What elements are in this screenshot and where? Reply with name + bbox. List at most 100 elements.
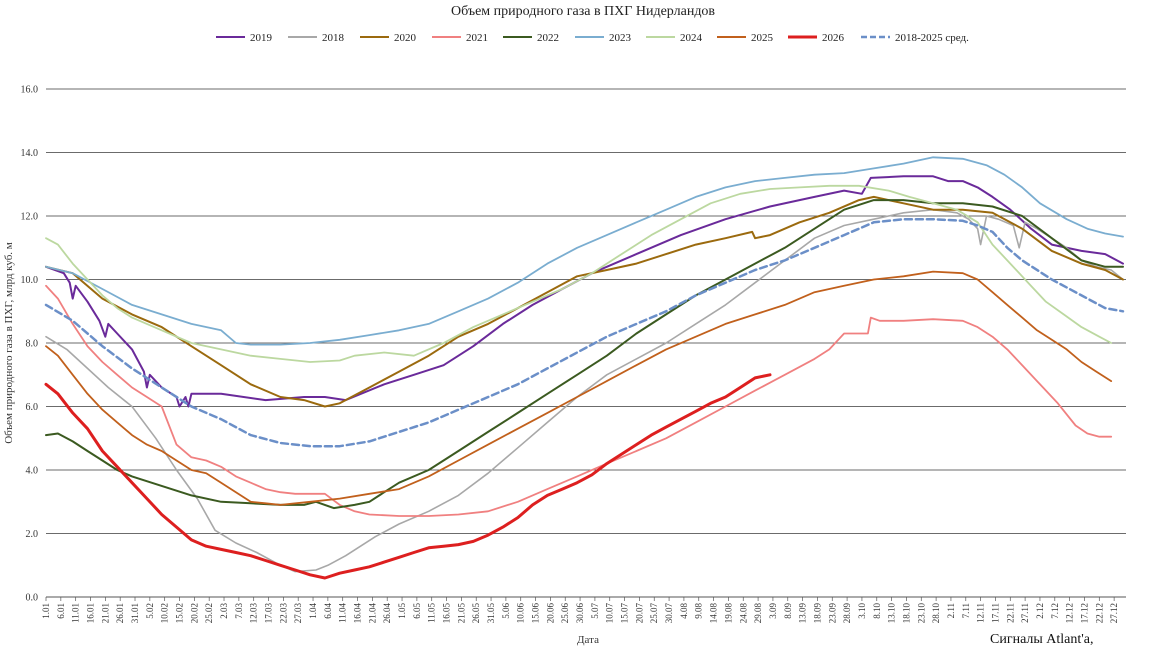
- series-lines: [44, 156, 1125, 580]
- x-tick-label: 25.06: [560, 603, 570, 624]
- credit-text: Сигналы Atlant'а,: [990, 632, 1094, 647]
- x-tick-label: 2.11: [946, 603, 956, 618]
- y-tick-label: 6.0: [26, 402, 39, 413]
- series-line-2020: [45, 195, 1124, 408]
- x-tick-label: 21.04: [367, 603, 377, 624]
- x-tick-label: 8.09: [783, 603, 793, 619]
- x-tick-label: 26.04: [382, 603, 392, 624]
- legend-label: 2019: [250, 32, 273, 44]
- x-tick-label: 25.02: [204, 603, 214, 623]
- x-tick-label: 14.08: [709, 603, 719, 624]
- x-tick-label: 12.12: [1065, 603, 1075, 623]
- y-axis-ticks: 0.0 2.0 4.0 6.0 8.0 10.0 12.0 14.0 16.0: [21, 85, 39, 604]
- x-tick-label: 12.11: [976, 603, 986, 623]
- x-tick-label: 11.05: [427, 603, 437, 623]
- legend-label: 2018-2025 сред.: [895, 32, 969, 44]
- y-tick-label: 14.0: [21, 148, 39, 159]
- legend-label: 2025: [751, 32, 774, 44]
- legend-label: 2024: [680, 32, 703, 44]
- x-tick-label: 23.10: [916, 603, 926, 624]
- chart-title: Объем природного газа в ПХГ Нидерландов: [451, 4, 715, 19]
- x-tick-label: 11.01: [71, 603, 81, 623]
- y-tick-label: 8.0: [26, 339, 39, 350]
- x-tick-label: 30.06: [575, 603, 585, 624]
- x-tick-label: 20.06: [545, 603, 555, 624]
- series-line-2025: [45, 270, 1113, 506]
- y-tick-label: 4.0: [26, 466, 39, 477]
- x-tick-label: 15.06: [531, 603, 541, 624]
- x-tick-label: 7.11: [961, 603, 971, 618]
- x-tick-label: 10.07: [605, 603, 615, 624]
- y-axis-label: Объем природного газа в ПХГ, млрд куб. м: [3, 242, 15, 444]
- x-tick-label: 21.05: [456, 603, 466, 624]
- x-tick-label: 4.08: [679, 603, 689, 619]
- series-line-2019: [45, 175, 1124, 408]
- x-tick-label: 16.01: [86, 603, 96, 623]
- x-tick-label: 7.12: [1050, 603, 1060, 619]
- x-tick-label: 19.08: [723, 603, 733, 624]
- x-tick-label: 12.03: [249, 603, 259, 624]
- x-tick-label: 10.02: [160, 603, 170, 623]
- x-tick-label: 27.03: [293, 603, 303, 624]
- x-tick-label: 31.01: [130, 603, 140, 623]
- gridlines: [46, 88, 1126, 598]
- x-tick-label: 25.07: [649, 603, 659, 624]
- x-tick-label: 8.10: [872, 603, 882, 619]
- x-tick-label: 26.05: [471, 603, 481, 624]
- x-tick-label: 5.02: [145, 603, 155, 619]
- x-tick-label: 1.04: [308, 603, 318, 619]
- x-tick-label: 18.10: [901, 603, 911, 624]
- legend-label: 2023: [609, 32, 632, 44]
- x-tick-label: 17.11: [990, 603, 1000, 623]
- x-tick-label: 20.02: [189, 603, 199, 623]
- x-tick-label: 16.05: [442, 603, 452, 624]
- x-tick-label: 23.09: [827, 603, 837, 624]
- x-tick-label: 3.10: [857, 603, 867, 619]
- series-line-2024: [45, 184, 1113, 363]
- legend-label: 2020: [394, 32, 417, 44]
- legend-label: 2021: [466, 32, 488, 44]
- x-tick-label: 1.05: [397, 603, 407, 619]
- x-tick-label: 26.01: [115, 603, 125, 623]
- x-tick-label: 24.08: [738, 603, 748, 624]
- x-tick-label: 22.11: [1005, 603, 1015, 623]
- x-tick-label: 7.03: [234, 603, 244, 619]
- x-tick-label: 31.05: [486, 603, 496, 624]
- y-tick-label: 12.0: [21, 212, 39, 223]
- series-line-2018-2025сред: [44, 217, 1125, 448]
- x-tick-label: 18.09: [812, 603, 822, 624]
- x-tick-label: 10.06: [516, 603, 526, 624]
- legend-label: 2026: [822, 32, 845, 44]
- x-tick-label: 22.03: [278, 603, 288, 624]
- x-tick-label: 20.07: [634, 603, 644, 624]
- legend-label: 2018: [322, 32, 345, 44]
- x-tick-label: 6.04: [323, 603, 333, 619]
- x-tick-label: 6.01: [56, 603, 66, 619]
- x-tick-label: 6.05: [412, 603, 422, 619]
- x-tick-label: 2.03: [219, 603, 229, 619]
- x-tick-label: 27.11: [1020, 603, 1030, 623]
- x-tick-label: 16.04: [353, 603, 363, 624]
- y-tick-label: 10.0: [21, 275, 39, 286]
- x-tick-label: 13.10: [887, 603, 897, 624]
- x-tick-label: 11.04: [338, 603, 348, 623]
- x-axis-ticks: 1.01 6.01 11.01 16.01 21.01 26.01 31.01 5.02 10.…: [41, 597, 1119, 623]
- legend: 2019 2018 2020 2021 2022 2023 2024 2025 2026 2018…: [216, 32, 969, 44]
- x-tick-label: 27.12: [1109, 603, 1119, 623]
- x-tick-label: 5.07: [590, 603, 600, 619]
- x-tick-label: 15.02: [175, 603, 185, 623]
- x-tick-label: 17.03: [264, 603, 274, 624]
- x-tick-label: 17.12: [1079, 603, 1089, 623]
- series-line-2023: [45, 156, 1124, 346]
- x-tick-label: 9.08: [694, 603, 704, 619]
- x-axis-label: Дата: [577, 634, 599, 646]
- x-tick-label: 13.09: [798, 603, 808, 624]
- x-tick-label: 21.01: [100, 603, 110, 623]
- x-tick-label: 28.10: [931, 603, 941, 624]
- y-tick-label: 2.0: [26, 529, 39, 540]
- x-tick-label: 30.07: [664, 603, 674, 624]
- series-line-2018: [45, 208, 1124, 573]
- x-tick-label: 28.09: [842, 603, 852, 624]
- y-tick-label: 0.0: [26, 593, 39, 604]
- x-tick-label: 3.09: [768, 603, 778, 619]
